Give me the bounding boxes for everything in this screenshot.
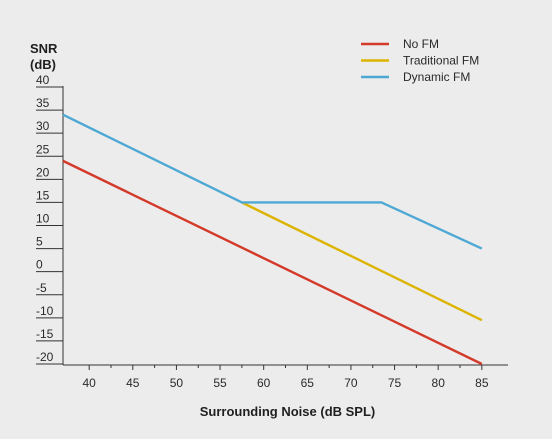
y-tick-label: 25 — [36, 142, 50, 156]
x-tick-label: 70 — [344, 376, 358, 390]
y-tick-label: 0 — [36, 258, 43, 272]
y-tick-label: 35 — [36, 96, 50, 110]
legend-label: Dynamic FM — [403, 70, 470, 84]
x-tick-label: 60 — [257, 376, 271, 390]
x-tick-label: 55 — [213, 376, 227, 390]
y-tick-label: 5 — [36, 235, 43, 249]
y-tick-label: 20 — [36, 165, 50, 179]
x-tick-label: 80 — [432, 376, 446, 390]
y-tick-label: 10 — [36, 212, 50, 226]
x-tick-label: 45 — [126, 376, 140, 390]
x-tick-label: 85 — [475, 376, 489, 390]
y-axis-title-line1: SNR — [30, 41, 58, 56]
y-axis-title-line2: (dB) — [30, 57, 56, 72]
y-tick-label: 15 — [36, 188, 50, 202]
legend: No FM Traditional FM Dynamic FM — [361, 37, 479, 84]
series-line-traditional-fm — [241, 201, 483, 322]
y-tick-label: 30 — [36, 119, 50, 133]
legend-label: Traditional FM — [403, 54, 479, 68]
y-tick-label: -10 — [36, 304, 54, 318]
x-tick-label: 40 — [82, 376, 96, 390]
y-tick-label: -20 — [36, 350, 54, 364]
legend-label: No FM — [403, 37, 439, 51]
series-line-dynamic-fm — [62, 113, 483, 250]
x-tick-label: 75 — [388, 376, 402, 390]
x-tick-label: 65 — [301, 376, 315, 390]
x-tick-label: 50 — [170, 376, 184, 390]
x-axis-title: Surrounding Noise (dB SPL) — [200, 404, 376, 419]
y-tick-label: 40 — [36, 73, 50, 87]
y-tick-label: -15 — [36, 327, 54, 341]
y-tick-label: -5 — [36, 281, 47, 295]
series-line-no-fm — [62, 159, 483, 366]
